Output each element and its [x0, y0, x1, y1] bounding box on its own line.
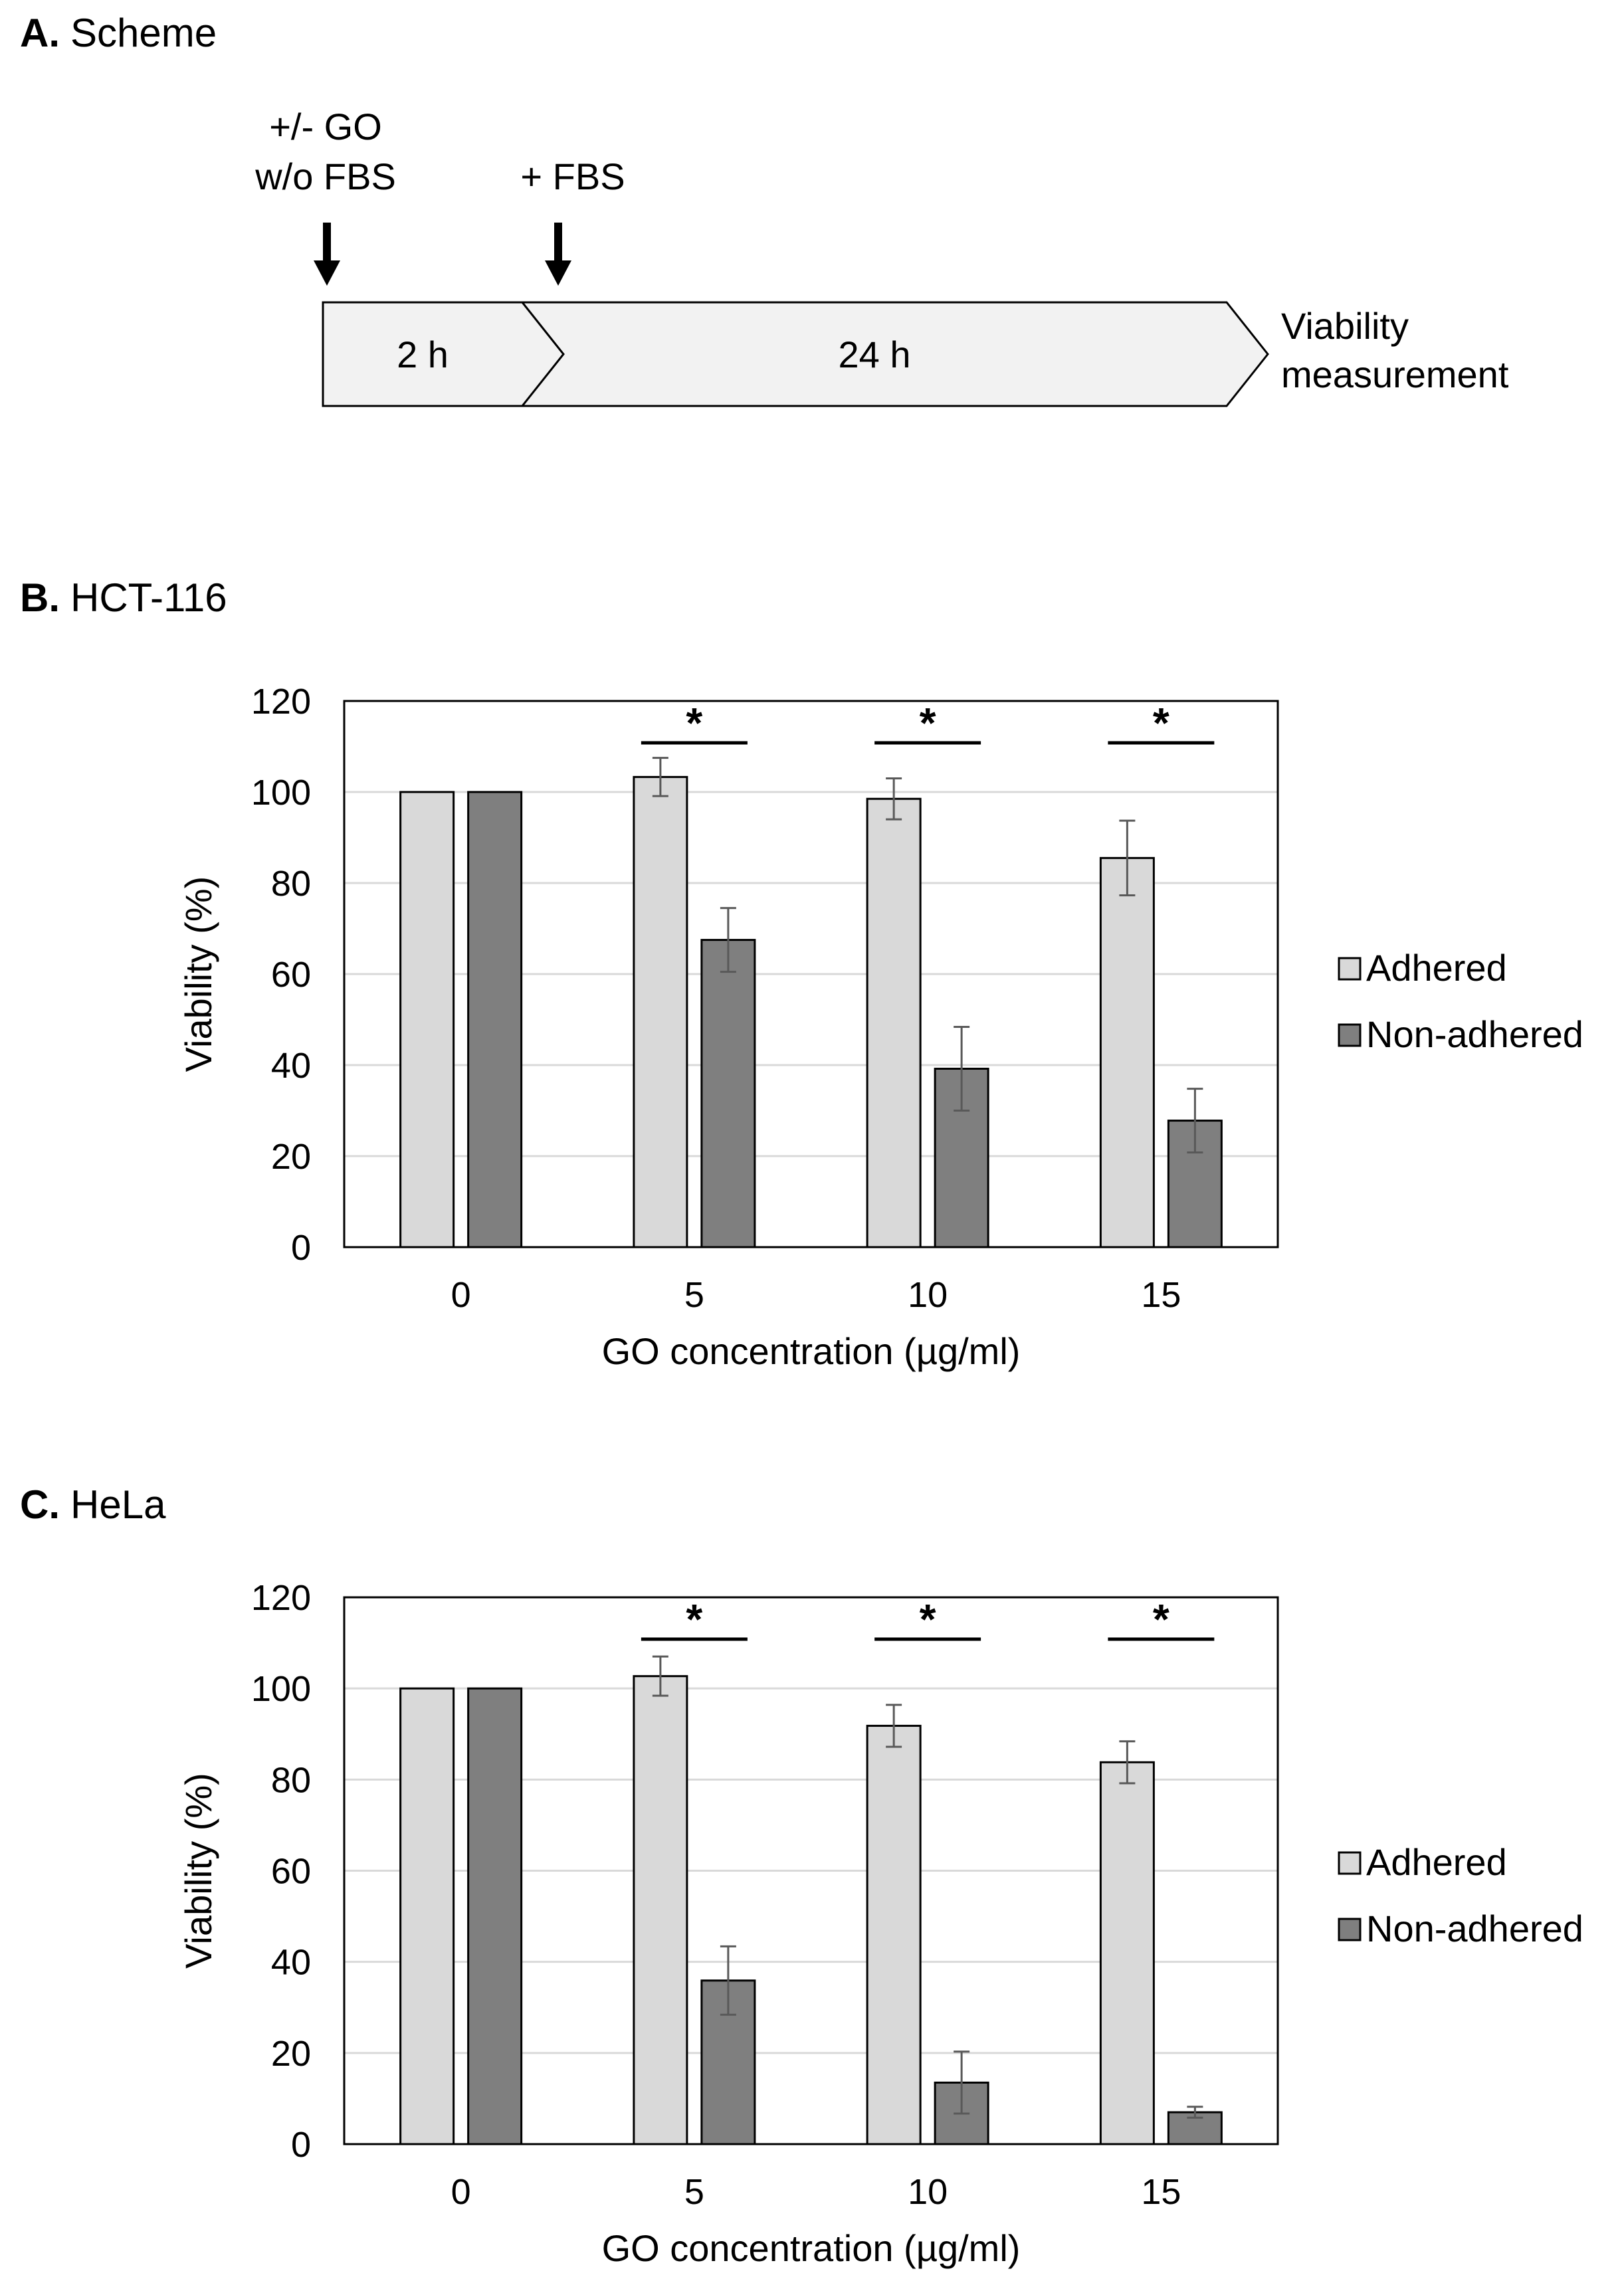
y-tick-label: 60	[271, 955, 311, 995]
x-tick-label: 15	[1141, 1275, 1181, 1315]
significance-star: *	[920, 699, 936, 747]
legend-label: Non-adhered	[1366, 1908, 1583, 1949]
y-tick-label: 40	[271, 1046, 311, 1086]
x-axis-title: GO concentration (µg/ml)	[602, 2227, 1021, 2269]
panel-b-title: HCT-116	[70, 575, 227, 620]
x-axis-title: GO concentration (µg/ml)	[602, 1330, 1021, 1372]
panel-b-letter: B.	[20, 575, 60, 620]
y-tick-label: 100	[251, 773, 311, 813]
panel-c-title: HeLa	[70, 1482, 166, 1527]
significance-star: *	[1153, 1595, 1169, 1643]
legend-swatch	[1338, 1851, 1362, 1875]
chart-hela: 0 20 40 60 80 100 120 0 5 10 15 * * * GO concentration…	[177, 1578, 1583, 2269]
legend-swatch	[1338, 1918, 1362, 1941]
step1-text-line1: +/- GO	[269, 106, 382, 148]
legend-label: Non-adhered	[1366, 1013, 1583, 1055]
bar	[467, 791, 523, 1248]
bar	[399, 1687, 455, 2145]
phase-24h-label: 24 h	[839, 334, 911, 375]
x-tick-label: 10	[908, 1275, 948, 1315]
x-tick-label: 5	[684, 2172, 704, 2212]
panel-a-label: A. Scheme	[20, 11, 217, 55]
bar	[934, 1067, 989, 1248]
plot-frame	[343, 700, 1279, 1248]
panel-c-label: C. HeLa	[20, 1482, 166, 1527]
bar	[866, 1724, 922, 2145]
significance-star: *	[686, 1595, 702, 1643]
legend-swatch	[1338, 957, 1362, 981]
y-axis-title: Viability (%)	[177, 876, 219, 1072]
legend-swatch	[1338, 1023, 1362, 1047]
x-tick-label: 10	[908, 2172, 948, 2212]
panel-a-letter: A.	[20, 11, 60, 55]
significance-star: *	[686, 699, 702, 747]
plot-frame	[343, 1596, 1279, 2145]
y-axis-title: Viability (%)	[177, 1773, 219, 1969]
panel-c-chart: C. HeLa 0 20 40 60 80 100 120 0 5 10 15 * * * GO concen…	[20, 1482, 1583, 2269]
bar	[1099, 1761, 1155, 2145]
y-tick-label: 80	[271, 864, 311, 904]
bar	[866, 797, 922, 1248]
step2-text: + FBS	[520, 155, 625, 197]
arrow-down-icon	[545, 223, 571, 286]
x-tick-label: 5	[684, 1275, 704, 1315]
bar	[700, 939, 756, 1248]
bar	[633, 1675, 688, 2145]
legend-label: Adhered	[1366, 947, 1507, 989]
step1-text-line2: w/o FBS	[254, 155, 396, 197]
panel-b-chart: B. HCT-116 0 20 40 60 80 100 120 0 5 10 15 * * * GO con…	[20, 575, 1583, 1372]
bar	[399, 791, 455, 1248]
bar	[1099, 856, 1155, 1248]
legend-label: Adhered	[1366, 1841, 1507, 1883]
significance-star: *	[920, 1595, 936, 1643]
panel-b-label: B. HCT-116	[20, 575, 227, 620]
significance-star: *	[1153, 699, 1169, 747]
y-tick-label: 40	[271, 1943, 311, 1983]
x-tick-label: 0	[451, 2172, 471, 2212]
y-tick-label: 20	[271, 2034, 311, 2074]
bar	[467, 1687, 523, 2145]
panel-c-letter: C.	[20, 1482, 60, 1527]
y-tick-label: 0	[291, 2125, 311, 2165]
panel-a-title: Scheme	[70, 11, 217, 55]
y-tick-label: 120	[251, 682, 311, 722]
y-tick-label: 60	[271, 1852, 311, 1892]
bar	[633, 775, 688, 1248]
panel-a-scheme: A. Scheme +/- GO w/o FBS + FBS 2 h 24 h V…	[20, 11, 1509, 407]
x-tick-label: 15	[1141, 2172, 1181, 2212]
y-tick-label: 0	[291, 1228, 311, 1268]
arrow-down-icon	[314, 223, 340, 286]
y-tick-label: 120	[251, 1578, 311, 1618]
y-tick-label: 80	[271, 1760, 311, 1800]
endpoint-text-line2: measurement	[1281, 353, 1509, 395]
chart-hct116: 0 20 40 60 80 100 120 0 5 10 15 * * * GO concentration…	[177, 682, 1583, 1372]
endpoint-text-line1: Viability	[1281, 305, 1409, 347]
phase-24h-box	[520, 301, 1269, 407]
y-tick-label: 100	[251, 1669, 311, 1709]
phase-2h-label: 2 h	[397, 334, 449, 375]
x-tick-label: 0	[451, 1275, 471, 1315]
y-tick-label: 20	[271, 1137, 311, 1177]
